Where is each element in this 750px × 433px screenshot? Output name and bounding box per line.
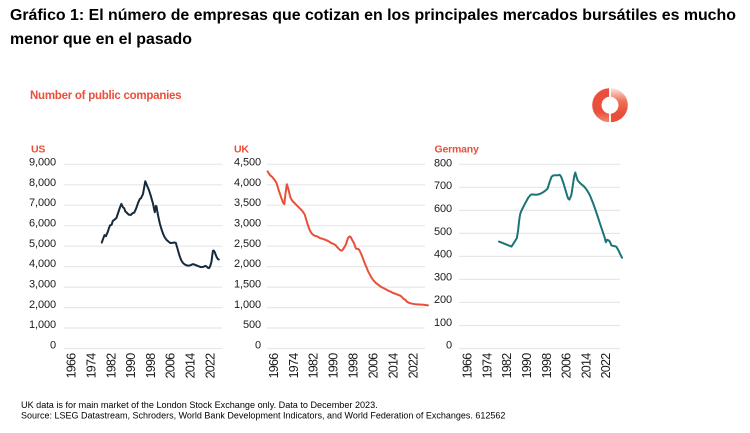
svg-text:2006: 2006 [367,353,381,379]
svg-text:100: 100 [434,317,452,329]
svg-text:2006: 2006 [164,353,178,379]
svg-text:US: US [31,144,45,156]
svg-text:1,000: 1,000 [29,319,56,331]
svg-text:3,000: 3,000 [29,279,56,291]
svg-text:2,000: 2,000 [234,258,261,270]
svg-text:1990: 1990 [327,353,341,379]
svg-text:2006: 2006 [560,353,574,379]
svg-text:4,500: 4,500 [234,157,261,169]
svg-text:600: 600 [434,203,452,215]
svg-text:UK data is for main market of: UK data is for main market of the London… [21,400,378,410]
svg-text:0: 0 [255,340,261,352]
svg-text:menor que en el pasado: menor que en el pasado [10,31,192,48]
svg-text:2022: 2022 [203,353,217,379]
svg-text:2014: 2014 [579,353,593,379]
svg-text:Source: LSEG Datastream, Schro: Source: LSEG Datastream, Schroders, Worl… [21,411,505,421]
svg-text:0: 0 [50,340,56,352]
svg-text:7,000: 7,000 [29,197,56,209]
svg-text:1990: 1990 [520,353,534,379]
svg-text:1982: 1982 [307,353,321,379]
svg-text:1974: 1974 [85,353,99,379]
svg-text:1982: 1982 [104,353,118,379]
svg-text:1990: 1990 [124,353,138,379]
svg-text:500: 500 [243,319,261,331]
svg-text:8,000: 8,000 [29,177,56,189]
svg-text:300: 300 [434,271,452,283]
svg-text:2,500: 2,500 [234,238,261,250]
svg-text:1974: 1974 [480,353,494,379]
svg-text:1982: 1982 [500,353,514,379]
svg-text:700: 700 [434,180,452,192]
svg-text:1974: 1974 [287,353,301,379]
svg-text:Number of public companies: Number of public companies [30,90,181,102]
svg-text:1966: 1966 [65,353,79,379]
svg-text:1966: 1966 [267,353,281,379]
svg-text:2,000: 2,000 [29,299,56,311]
svg-text:200: 200 [434,294,452,306]
svg-text:0: 0 [446,340,452,352]
svg-text:2014: 2014 [386,353,400,379]
svg-text:500: 500 [434,226,452,238]
svg-text:Gráfico 1: El número de empres: Gráfico 1: El número de empresas que cot… [10,7,736,24]
svg-text:5,000: 5,000 [29,238,56,250]
svg-text:4,000: 4,000 [234,177,261,189]
svg-text:UK: UK [234,144,249,156]
svg-text:1,500: 1,500 [234,279,261,291]
svg-text:6,000: 6,000 [29,218,56,230]
svg-text:3,500: 3,500 [234,197,261,209]
svg-text:3,000: 3,000 [234,218,261,230]
svg-text:9,000: 9,000 [29,157,56,169]
svg-text:1998: 1998 [540,353,554,379]
svg-text:4,000: 4,000 [29,258,56,270]
svg-text:1998: 1998 [347,353,361,379]
svg-text:2022: 2022 [406,353,420,379]
svg-text:800: 800 [434,157,452,169]
svg-text:400: 400 [434,249,452,261]
svg-text:1966: 1966 [461,353,475,379]
svg-text:2014: 2014 [184,353,198,379]
svg-text:1998: 1998 [144,353,158,379]
svg-text:2022: 2022 [599,353,613,379]
svg-text:1,000: 1,000 [234,299,261,311]
svg-text:Germany: Germany [435,144,479,156]
